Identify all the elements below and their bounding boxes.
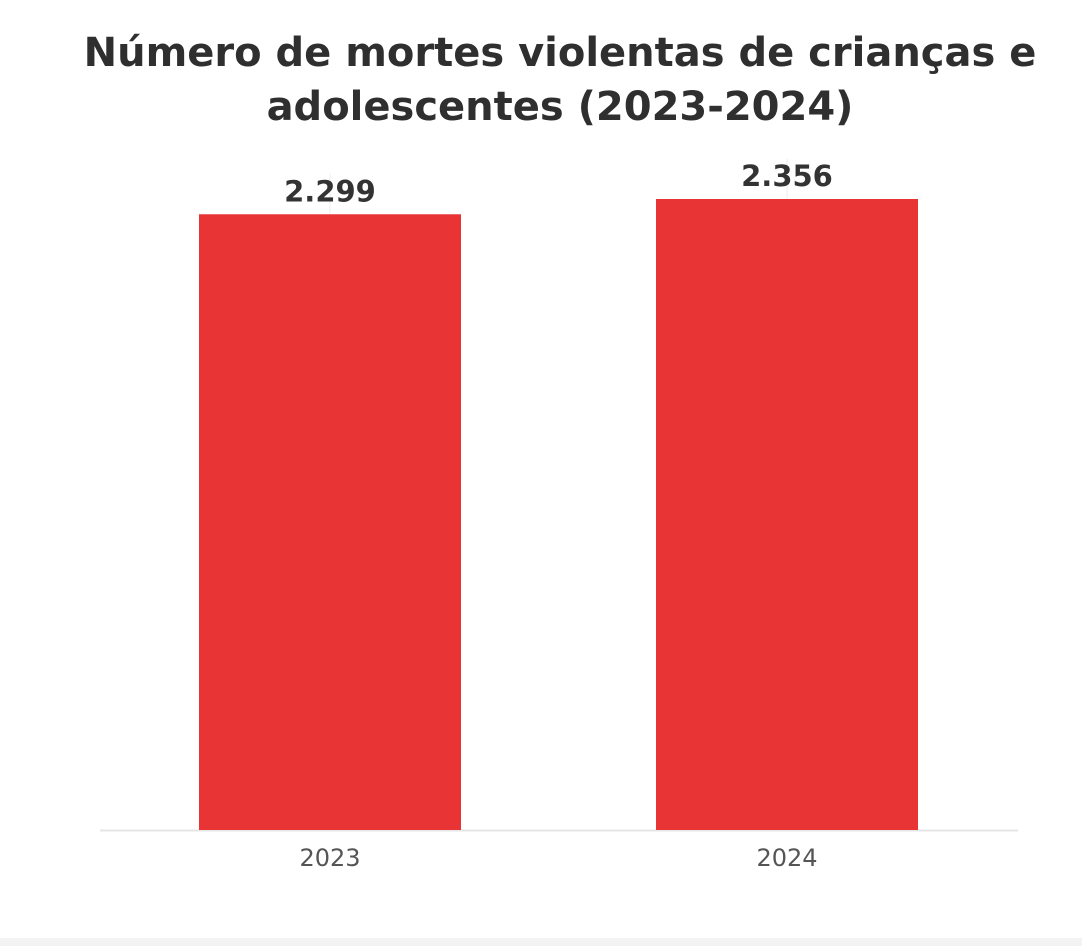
bar-2023 [199,214,461,831]
data-label-2023: 2.299 [284,174,376,208]
data-label-2024: 2.356 [741,159,833,193]
bottom-strip [0,938,1082,946]
chart-title: Número de mortes violentas de crianças e… [83,30,1037,130]
x-tick-label-2023: 2023 [299,844,360,872]
x-tick-label-2024: 2024 [756,844,817,872]
bar-2024 [656,199,918,830]
